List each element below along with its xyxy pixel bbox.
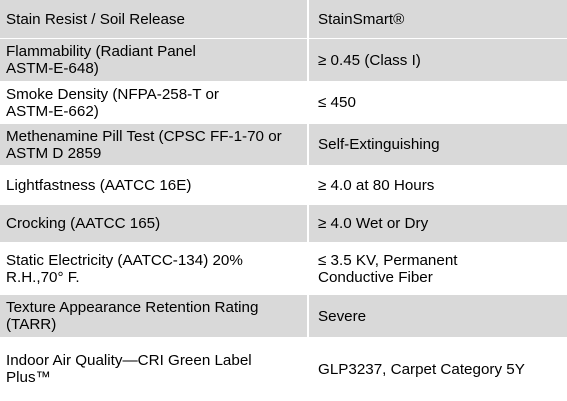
property-label: Flammability (Radiant Panel ASTM-E-648)	[6, 43, 196, 77]
table-row: Lightfastness (AATCC 16E) ≥ 4.0 at 80 Ho…	[0, 166, 567, 205]
property-cell: Texture Appearance Retention Rating (TAR…	[0, 295, 309, 337]
value-cell: ≥ 0.45 (Class I)	[309, 39, 567, 81]
property-label: Lightfastness (AATCC 16E)	[6, 176, 192, 194]
table-row: Flammability (Radiant Panel ASTM-E-648) …	[0, 39, 567, 82]
property-label: Crocking (AATCC 165)	[6, 215, 161, 232]
property-value: Self-Extinguishing	[318, 136, 440, 153]
property-cell: Methenamine Pill Test (CPSC FF-1-70 or A…	[0, 124, 309, 165]
property-cell: Stain Resist / Soil Release	[0, 0, 309, 38]
property-cell: Crocking (AATCC 165)	[0, 205, 309, 242]
property-value: ≥ 4.0 Wet or Dry	[318, 215, 429, 232]
property-cell: Flammability (Radiant Panel ASTM-E-648)	[0, 39, 309, 81]
value-cell: ≤ 3.5 KV, Permanent Conductive Fiber	[309, 243, 567, 294]
table-row: Stain Resist / Soil Release StainSmart®	[0, 0, 567, 39]
value-cell: ≥ 4.0 Wet or Dry	[309, 205, 567, 242]
property-cell: Lightfastness (AATCC 16E)	[0, 166, 309, 204]
property-label: Smoke Density (NFPA-258-T or ASTM-E-662)	[6, 85, 219, 120]
property-value: StainSmart®	[318, 10, 405, 28]
property-value: ≤ 450	[318, 94, 356, 111]
value-cell: ≤ 450	[309, 82, 567, 123]
property-cell: Static Electricity (AATCC-134) 20% R.H.,…	[0, 243, 309, 294]
value-cell: Severe	[309, 295, 567, 337]
value-cell: GLP3237, Carpet Category 5Y	[309, 338, 567, 400]
table-row: Crocking (AATCC 165) ≥ 4.0 Wet or Dry	[0, 205, 567, 243]
table-row: Texture Appearance Retention Rating (TAR…	[0, 295, 567, 338]
value-cell: Self-Extinguishing	[309, 124, 567, 165]
property-label: Stain Resist / Soil Release	[6, 10, 185, 28]
value-cell: ≥ 4.0 at 80 Hours	[309, 166, 567, 204]
property-label: Texture Appearance Retention Rating (TAR…	[6, 299, 259, 333]
property-cell: Smoke Density (NFPA-258-T or ASTM-E-662)	[0, 82, 309, 123]
property-value: ≥ 4.0 at 80 Hours	[318, 176, 435, 194]
property-label: Static Electricity (AATCC-134) 20% R.H.,…	[6, 251, 243, 286]
property-cell: Indoor Air Quality—CRI Green Label Plus™	[0, 338, 309, 400]
table-row: Static Electricity (AATCC-134) 20% R.H.,…	[0, 243, 567, 295]
property-label: Indoor Air Quality—CRI Green Label Plus™	[6, 352, 252, 386]
property-label: Methenamine Pill Test (CPSC FF-1-70 or A…	[6, 127, 282, 162]
table-row: Methenamine Pill Test (CPSC FF-1-70 or A…	[0, 124, 567, 166]
property-value: ≥ 0.45 (Class I)	[318, 51, 421, 69]
property-value: GLP3237, Carpet Category 5Y	[318, 360, 525, 378]
property-value: Severe	[318, 307, 367, 325]
table-row: Indoor Air Quality—CRI Green Label Plus™…	[0, 338, 567, 401]
property-value: ≤ 3.5 KV, Permanent Conductive Fiber	[318, 251, 458, 286]
table-row: Smoke Density (NFPA-258-T or ASTM-E-662)…	[0, 82, 567, 124]
value-cell: StainSmart®	[309, 0, 567, 38]
